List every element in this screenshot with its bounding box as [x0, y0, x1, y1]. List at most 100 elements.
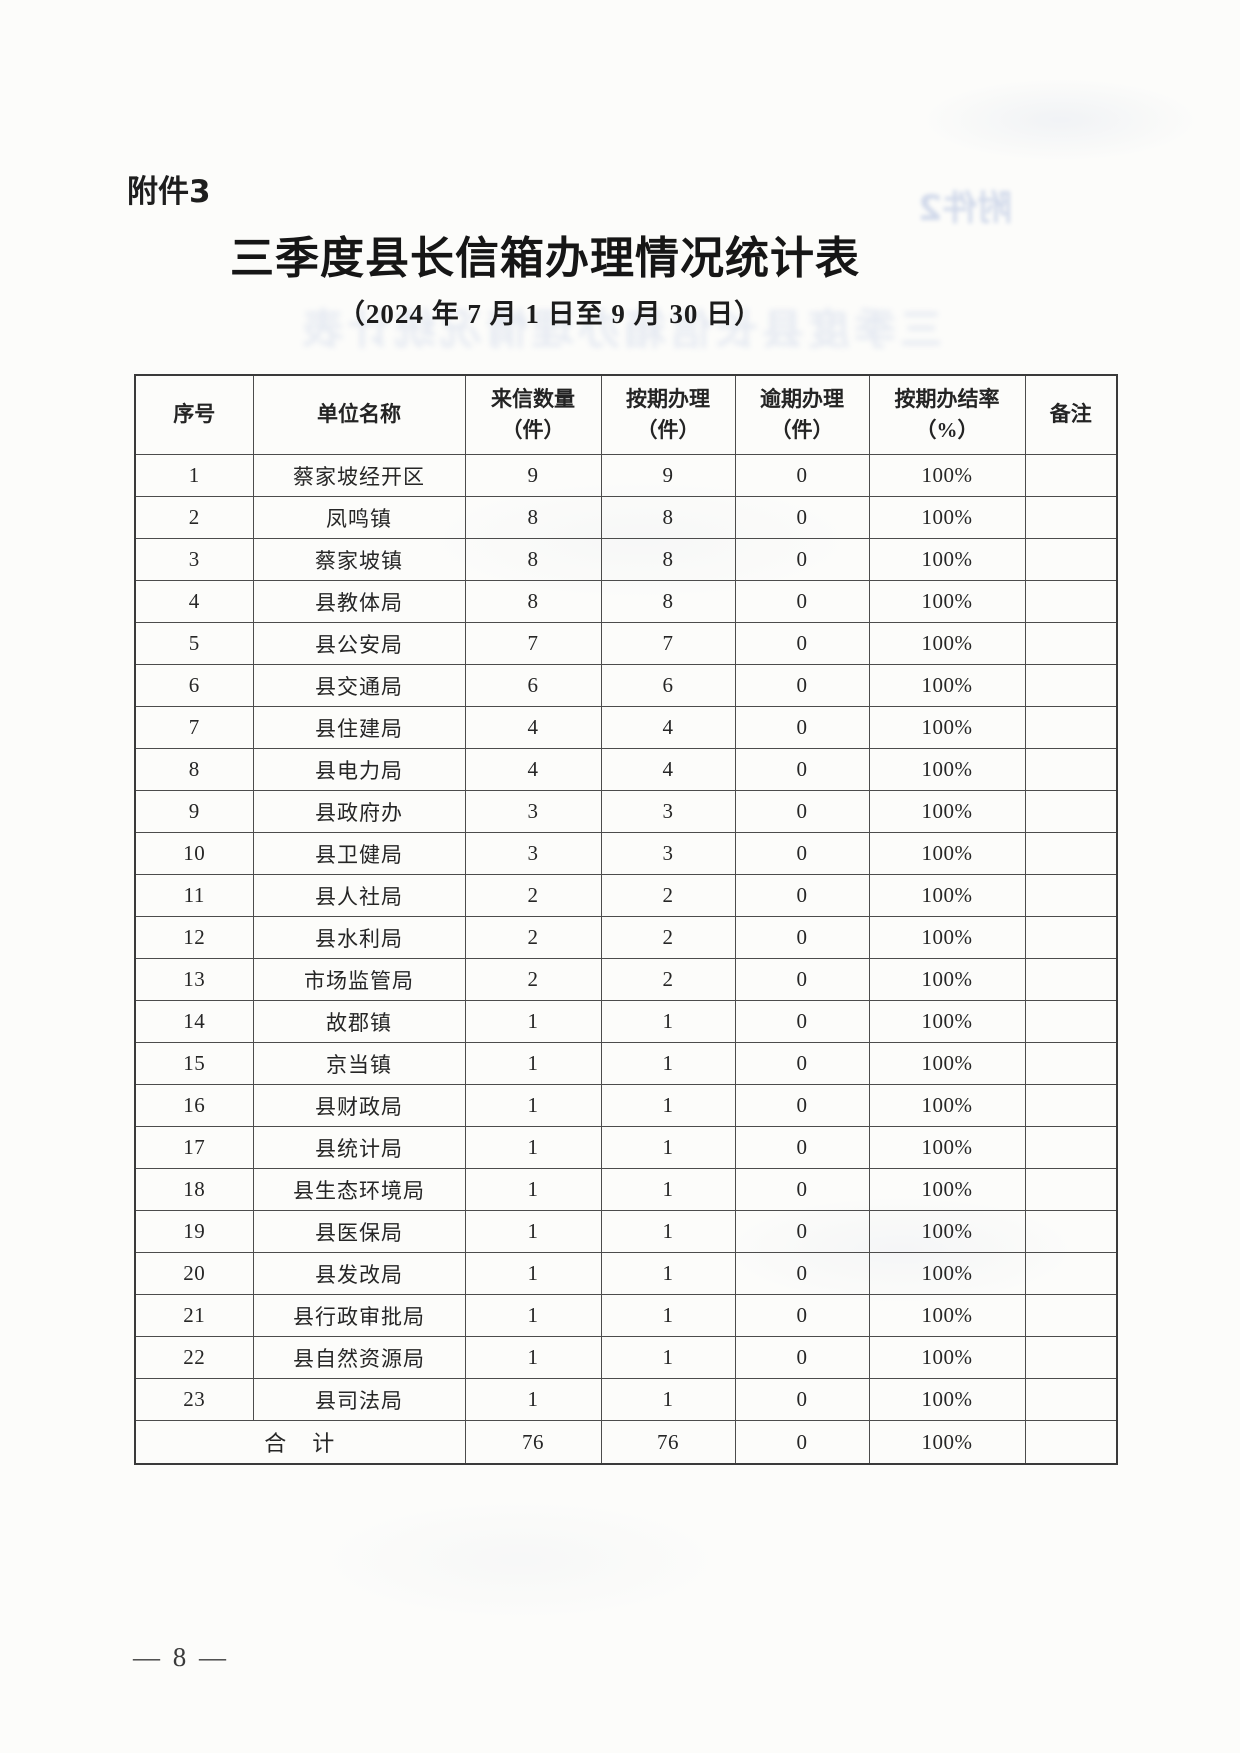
cell-unit-name: 凤鸣镇 — [252, 496, 466, 539]
cell-remark — [1024, 1168, 1118, 1211]
table-body: 1 蔡家坡经开区 9 9 0 100% 2 凤鸣镇 8 8 0 100% — [134, 454, 1118, 1421]
cell-letters-received: 8 — [464, 580, 602, 623]
cell-processed-overdue: 0 — [734, 706, 870, 749]
cell-remark — [1024, 1252, 1118, 1295]
cell-remark — [1024, 916, 1118, 959]
cell-letters-received: 8 — [464, 538, 602, 581]
table-row: 9 县政府办 3 3 0 100% — [134, 790, 1118, 833]
cell-letters-received: 2 — [464, 916, 602, 959]
cell-completion-rate: 100% — [868, 1126, 1026, 1169]
cell-remark — [1024, 706, 1118, 749]
cell-remark — [1024, 832, 1118, 875]
cell-processed-overdue: 0 — [734, 958, 870, 1001]
table-header-cell: 逾期办理 （件） — [734, 374, 870, 455]
table-row: 2 凤鸣镇 8 8 0 100% — [134, 496, 1118, 539]
cell-letters-received: 6 — [464, 664, 602, 707]
cell-unit-name: 县人社局 — [252, 874, 466, 917]
cell-serial-number: 3 — [134, 538, 254, 581]
cell-completion-rate: 100% — [868, 832, 1026, 875]
page-number: — 8 — — [133, 1642, 229, 1672]
cell-processed-overdue: 0 — [734, 580, 870, 623]
cell-unit-name: 县政府办 — [252, 790, 466, 833]
cell-letters-received: 8 — [464, 496, 602, 539]
cell-letters-received: 1 — [464, 1000, 602, 1043]
cell-processed-on-time: 1 — [600, 1336, 736, 1379]
cell-letters-received: 9 — [464, 454, 602, 497]
cell-serial-number: 18 — [134, 1168, 254, 1211]
cell-processed-on-time: 1 — [600, 1042, 736, 1085]
cell-unit-name: 县行政审批局 — [252, 1294, 466, 1337]
cell-serial-number: 7 — [134, 706, 254, 749]
cell-serial-number: 4 — [134, 580, 254, 623]
cell-serial-number: 13 — [134, 958, 254, 1001]
cell-serial-number: 12 — [134, 916, 254, 959]
table-row: 22 县自然资源局 1 1 0 100% — [134, 1336, 1118, 1379]
cell-unit-name: 县统计局 — [252, 1126, 466, 1169]
cell-processed-overdue: 0 — [734, 874, 870, 917]
cell-completion-rate: 100% — [868, 496, 1026, 539]
cell-letters-received: 3 — [464, 832, 602, 875]
cell-serial-number: 21 — [134, 1294, 254, 1337]
cell-completion-rate: 100% — [868, 748, 1026, 791]
cell-unit-name: 县生态环境局 — [252, 1168, 466, 1211]
cell-remark — [1024, 1042, 1118, 1085]
cell-processed-on-time: 6 — [600, 664, 736, 707]
cell-processed-on-time: 3 — [600, 790, 736, 833]
cell-unit-name: 县水利局 — [252, 916, 466, 959]
cell-serial-number: 10 — [134, 832, 254, 875]
cell-remark — [1024, 1378, 1118, 1421]
cell-processed-on-time: 1 — [600, 1378, 736, 1421]
cell-processed-overdue: 0 — [734, 1378, 870, 1421]
cell-processed-overdue: 0 — [734, 748, 870, 791]
cell-processed-on-time: 1 — [600, 1294, 736, 1337]
table-footer: 合 计 76 76 0 100% — [134, 1420, 1118, 1465]
cell-total-label: 合 计 — [134, 1420, 466, 1465]
cell-letters-received: 1 — [464, 1252, 602, 1295]
cell-processed-on-time: 1 — [600, 1000, 736, 1043]
cell-remark — [1024, 874, 1118, 917]
cell-remark — [1024, 1210, 1118, 1253]
cell-letters-received: 2 — [464, 874, 602, 917]
cell-completion-rate: 100% — [868, 1084, 1026, 1127]
cell-unit-name: 县自然资源局 — [252, 1336, 466, 1379]
table-row: 10 县卫健局 3 3 0 100% — [134, 832, 1118, 875]
cell-serial-number: 14 — [134, 1000, 254, 1043]
table-header-row: 序号 单位名称 来信数量 （件） 按期办理 （件） 逾期办理 （件） 按期办结率… — [134, 374, 1118, 455]
cell-processed-on-time: 1 — [600, 1084, 736, 1127]
cell-letters-received: 4 — [464, 748, 602, 791]
cell-completion-rate: 100% — [868, 958, 1026, 1001]
cell-processed-on-time: 8 — [600, 496, 736, 539]
cell-unit-name: 县公安局 — [252, 622, 466, 665]
table-row: 15 京当镇 1 1 0 100% — [134, 1042, 1118, 1085]
table-header-cell: 来信数量 （件） — [464, 374, 602, 455]
cell-unit-name: 京当镇 — [252, 1042, 466, 1085]
cell-total-on-time: 76 — [600, 1420, 736, 1465]
table-header: 序号 单位名称 来信数量 （件） 按期办理 （件） 逾期办理 （件） 按期办结率… — [134, 374, 1118, 455]
cell-processed-on-time: 1 — [600, 1168, 736, 1211]
date-range-subtitle: （2024 年 7 月 1 日至 9 月 30 日） — [337, 299, 763, 329]
cell-processed-overdue: 0 — [734, 1126, 870, 1169]
cell-processed-overdue: 0 — [734, 454, 870, 497]
cell-unit-name: 市场监管局 — [252, 958, 466, 1001]
cell-processed-overdue: 0 — [734, 1336, 870, 1379]
cell-completion-rate: 100% — [868, 664, 1026, 707]
cell-processed-overdue: 0 — [734, 832, 870, 875]
cell-completion-rate: 100% — [868, 1336, 1026, 1379]
table-row: 17 县统计局 1 1 0 100% — [134, 1126, 1118, 1169]
cell-remark — [1024, 958, 1118, 1001]
table-row: 3 蔡家坡镇 8 8 0 100% — [134, 538, 1118, 581]
cell-letters-received: 1 — [464, 1378, 602, 1421]
cell-serial-number: 17 — [134, 1126, 254, 1169]
cell-processed-on-time: 1 — [600, 1252, 736, 1295]
cell-completion-rate: 100% — [868, 1378, 1026, 1421]
cell-processed-overdue: 0 — [734, 790, 870, 833]
cell-processed-overdue: 0 — [734, 1294, 870, 1337]
cell-processed-overdue: 0 — [734, 1252, 870, 1295]
cell-remark — [1024, 580, 1118, 623]
cell-processed-on-time: 8 — [600, 580, 736, 623]
table-row: 21 县行政审批局 1 1 0 100% — [134, 1294, 1118, 1337]
cell-processed-on-time: 3 — [600, 832, 736, 875]
cell-serial-number: 2 — [134, 496, 254, 539]
cell-processed-overdue: 0 — [734, 622, 870, 665]
